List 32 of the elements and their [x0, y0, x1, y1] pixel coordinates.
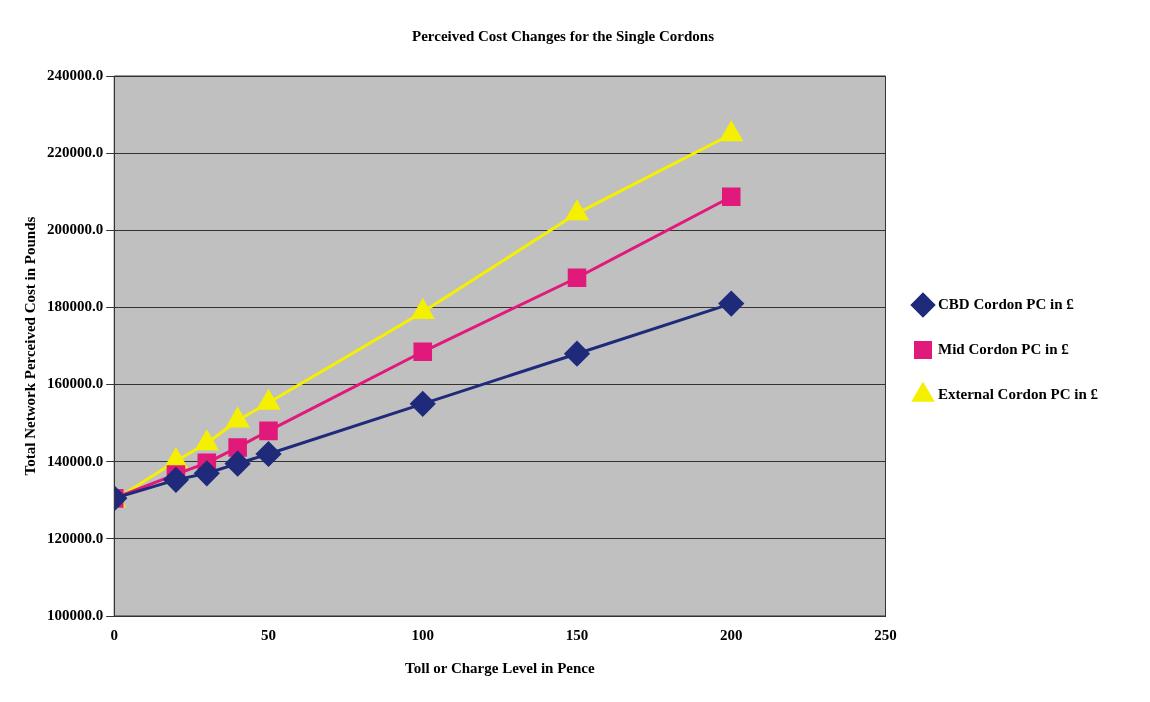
point: [721, 187, 741, 207]
y-tick-label: 200000.0: [47, 221, 104, 238]
point: [163, 467, 189, 493]
y-tick-label: 160000.0: [47, 375, 104, 392]
point: [259, 421, 278, 441]
legend-label: CBD Cordon PC in £: [938, 295, 1075, 312]
point: [194, 460, 220, 486]
x-tick-label: 50: [261, 626, 276, 643]
legend-label: Mid Cordon PC in £: [938, 340, 1070, 357]
point: [410, 391, 436, 417]
y-axis-title: Total Network Perceived Cost in Pounds: [21, 216, 38, 476]
y-tick-label: 180000.0: [47, 298, 104, 315]
legend-label: External Cordon PC in £: [938, 385, 1099, 402]
x-tick-label: 150: [565, 626, 589, 643]
x-tick-label: 250: [874, 626, 897, 643]
x-tick-label: 100: [411, 626, 434, 643]
y-tick-label: 120000.0: [47, 529, 104, 546]
y-tick-label: 100000.0: [47, 606, 104, 623]
chart-title: Perceived Cost Changes for the Single Cordons: [412, 27, 715, 44]
point: [256, 441, 281, 467]
point: [718, 291, 744, 317]
y-tick-label: 240000.0: [47, 66, 104, 83]
x-axis-title: Toll or Charge Level in Pence: [405, 659, 595, 676]
x-tick-label: 200: [720, 626, 743, 643]
point: [413, 342, 433, 362]
x-tick-label: 0: [110, 626, 118, 643]
y-tick-label: 140000.0: [47, 452, 104, 469]
point: [567, 268, 587, 288]
point: [225, 451, 251, 477]
point: [228, 438, 247, 457]
point: [564, 341, 590, 367]
y-tick-label: 220000.0: [47, 144, 104, 161]
